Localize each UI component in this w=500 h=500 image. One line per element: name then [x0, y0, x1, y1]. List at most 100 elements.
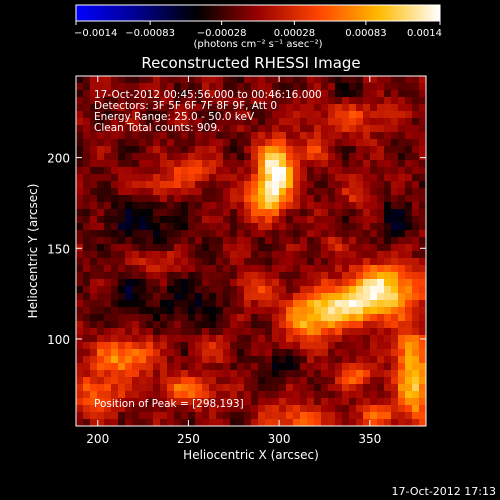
heatmap-cell: [412, 188, 420, 196]
heatmap-cell: [118, 342, 126, 350]
heatmap-cell: [286, 384, 294, 392]
heatmap-cell: [377, 174, 385, 182]
heatmap-cell: [293, 90, 301, 98]
heatmap-cell: [216, 209, 224, 217]
heatmap-cell: [209, 314, 217, 322]
heatmap-cell: [405, 195, 413, 203]
heatmap-cell: [342, 342, 350, 350]
heatmap-cell: [370, 384, 378, 392]
heatmap-cell: [370, 370, 378, 378]
heatmap-cell: [314, 76, 322, 84]
heatmap-cell: [167, 272, 175, 280]
heatmap-cell: [125, 237, 133, 245]
heatmap-cell: [377, 153, 385, 161]
heatmap-cell: [237, 370, 245, 378]
heatmap-cell: [356, 195, 364, 203]
heatmap-cell: [370, 125, 378, 133]
heatmap-cell: [293, 160, 301, 168]
heatmap-cell: [419, 111, 426, 119]
heatmap-cell: [405, 223, 413, 231]
heatmap-cell: [370, 181, 378, 189]
heatmap-cell: [251, 321, 259, 329]
heatmap-cell: [384, 216, 392, 224]
heatmap-cell: [363, 363, 371, 371]
heatmap-cell: [335, 125, 343, 133]
heatmap-cell: [279, 300, 287, 308]
heatmap-cell: [300, 300, 308, 308]
heatmap-cell: [335, 174, 343, 182]
heatmap-cell: [412, 384, 420, 392]
heatmap-cell: [125, 335, 133, 343]
heatmap-cell: [153, 363, 161, 371]
heatmap-cell: [335, 188, 343, 196]
heatmap-cell: [398, 160, 406, 168]
heatmap-cell: [132, 370, 140, 378]
heatmap-cell: [363, 195, 371, 203]
heatmap-cell: [356, 356, 364, 364]
heatmap-cell: [328, 230, 336, 238]
heatmap-cell: [300, 76, 308, 84]
heatmap-cell: [300, 293, 308, 301]
heatmap-cell: [174, 391, 182, 399]
heatmap-cell: [132, 216, 140, 224]
heatmap-cell: [181, 230, 189, 238]
heatmap-cell: [237, 76, 245, 84]
heatmap-cell: [181, 307, 189, 315]
heatmap-cell: [195, 195, 203, 203]
heatmap-cell: [125, 272, 133, 280]
heatmap-cell: [181, 258, 189, 266]
heatmap-cell: [181, 132, 189, 140]
heatmap-cell: [293, 118, 301, 126]
heatmap-cell: [83, 104, 91, 112]
heatmap-cell: [251, 272, 259, 280]
heatmap-cell: [111, 104, 119, 112]
heatmap-cell: [244, 412, 252, 420]
heatmap-cell: [139, 342, 147, 350]
heatmap-cell: [363, 174, 371, 182]
heatmap-cell: [146, 370, 154, 378]
heatmap-cell: [209, 195, 217, 203]
heatmap-cell: [223, 195, 231, 203]
heatmap-cell: [104, 237, 112, 245]
heatmap-cell: [167, 251, 175, 259]
heatmap-cell: [265, 314, 273, 322]
heatmap-cell: [307, 391, 315, 399]
heatmap-cell: [167, 76, 175, 84]
heatmap-cell: [384, 202, 392, 210]
heatmap-cell: [230, 412, 238, 420]
heatmap-cell: [83, 356, 91, 364]
heatmap-cell: [370, 265, 378, 273]
heatmap-cell: [153, 237, 161, 245]
heatmap-cell: [97, 209, 105, 217]
heatmap-cell: [349, 132, 357, 140]
heatmap-cell: [335, 97, 343, 105]
heatmap-cell: [272, 174, 280, 182]
heatmap-cell: [321, 265, 329, 273]
heatmap-cell: [335, 111, 343, 119]
heatmap-cell: [118, 146, 126, 154]
heatmap-cell: [111, 160, 119, 168]
heatmap-cell: [125, 111, 133, 119]
heatmap-cell: [90, 139, 98, 147]
heatmap-cell: [118, 377, 126, 385]
heatmap-cell: [209, 223, 217, 231]
heatmap-cell: [251, 286, 259, 294]
heatmap-cell: [153, 202, 161, 210]
heatmap-cell: [328, 237, 336, 245]
heatmap-cell: [132, 209, 140, 217]
heatmap-cell: [90, 160, 98, 168]
heatmap-cell: [139, 286, 147, 294]
heatmap-cell: [111, 258, 119, 266]
heatmap-cell: [104, 391, 112, 399]
heatmap-cell: [349, 237, 357, 245]
heatmap-cell: [370, 321, 378, 329]
heatmap-cell: [195, 335, 203, 343]
heatmap-cell: [202, 230, 210, 238]
heatmap-cell: [181, 125, 189, 133]
heatmap-cell: [314, 349, 322, 357]
heatmap-cell: [83, 391, 91, 399]
heatmap-cell: [363, 188, 371, 196]
heatmap-cell: [76, 174, 84, 182]
heatmap-cell: [342, 174, 350, 182]
heatmap-cell: [118, 237, 126, 245]
